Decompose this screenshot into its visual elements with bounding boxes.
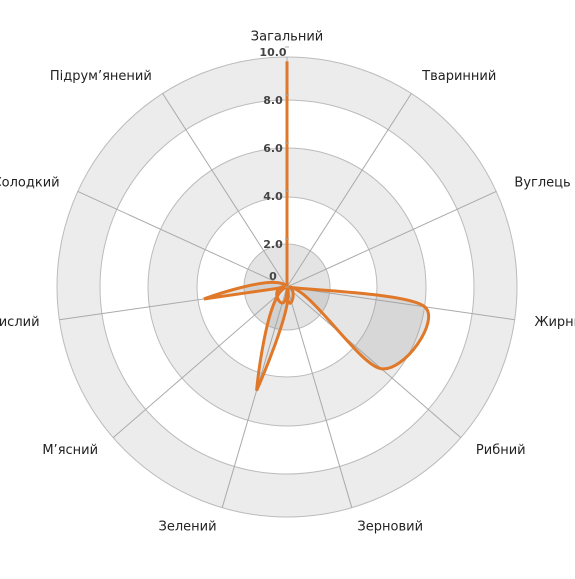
series-line	[203, 61, 431, 392]
spoke	[286, 286, 353, 508]
category-label: М’ясний	[42, 443, 98, 458]
category-label: Жирний	[534, 315, 575, 330]
spoke	[162, 93, 288, 288]
category-label: Солодкий	[0, 176, 60, 191]
spoke	[221, 286, 288, 508]
category-label: Тваринний	[421, 69, 496, 84]
category-label: Кислий	[0, 315, 40, 330]
category-label: Зерновий	[357, 519, 423, 534]
spoke	[286, 93, 412, 288]
spoke	[286, 190, 497, 288]
category-label: Загальний	[251, 30, 323, 45]
y-tick-label: 4.0	[263, 190, 283, 203]
spoke	[286, 286, 462, 438]
y-tick-label: 0	[269, 270, 277, 283]
spoke	[77, 190, 288, 288]
y-tick-label: 6.0	[263, 142, 283, 155]
category-label: Підрум’янений	[50, 69, 152, 84]
category-label: Рибний	[476, 443, 526, 458]
category-label: Вуглець	[514, 176, 570, 191]
y-tick-label: 2.0	[263, 238, 283, 251]
y-tick-label: 8.0	[263, 94, 283, 107]
y-tick-label: 10.0	[259, 46, 286, 59]
category-label: Зелений	[159, 519, 217, 534]
spoke	[112, 286, 288, 438]
spoke	[286, 286, 515, 321]
